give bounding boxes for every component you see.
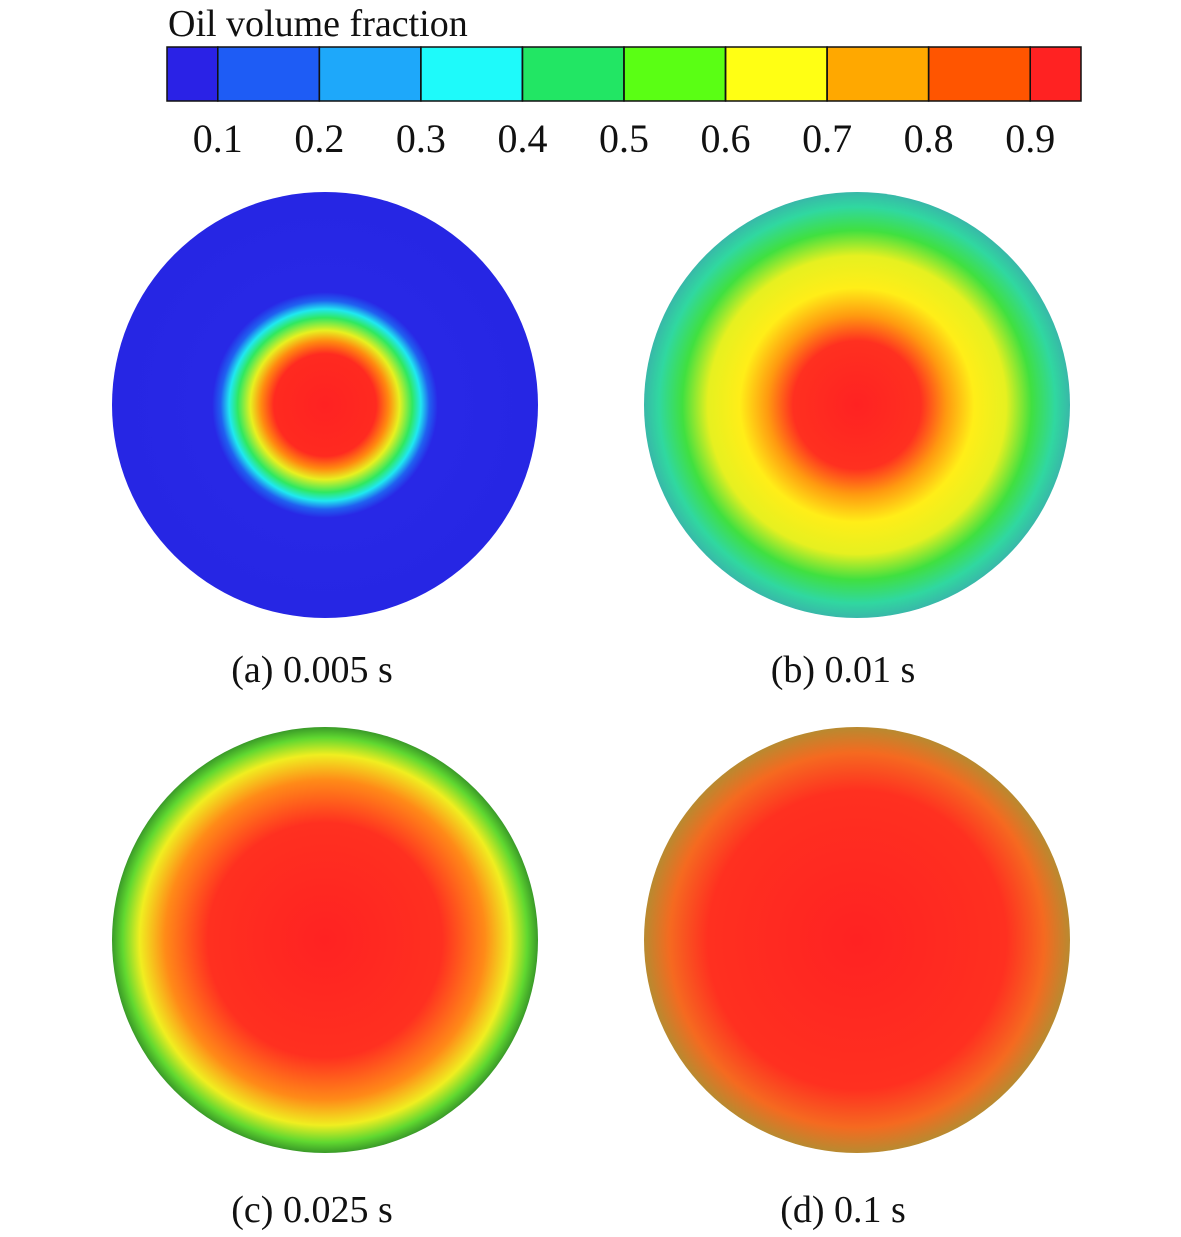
panel-label: (c) 0.025 s — [231, 1189, 392, 1231]
tick-label: 0.3 — [396, 116, 446, 161]
tick-label: 0.1 — [193, 116, 243, 161]
colorbar-segment — [1029, 46, 1082, 102]
tick-label: 0.6 — [701, 116, 751, 161]
colorbar-segment — [420, 46, 524, 102]
colorbar-segment — [166, 46, 219, 102]
panel-label: (d) 0.1 s — [780, 1189, 906, 1231]
colorbar-segment — [826, 46, 930, 102]
colorbar-segment — [217, 46, 321, 102]
tick-label: 0.5 — [599, 116, 649, 161]
tick-label: 0.4 — [497, 116, 547, 161]
colorbar: 0.1 0.2 0.3 0.4 0.5 0.6 0.7 0.8 0.9 — [166, 46, 1082, 161]
contour-plot — [112, 727, 538, 1153]
contour-plot — [112, 192, 538, 618]
tick-label: 0.8 — [904, 116, 954, 161]
tick-label: 0.7 — [802, 116, 852, 161]
contour-plot — [644, 192, 1070, 618]
colorbar-segment — [318, 46, 422, 102]
colorbar-segment — [724, 46, 828, 102]
colorbar-segment — [623, 46, 727, 102]
colorbar-segment — [521, 46, 625, 102]
contour-plot — [644, 727, 1070, 1153]
panel-label: (a) 0.005 s — [231, 649, 392, 691]
colorbar-segment — [927, 46, 1031, 102]
tick-label: 0.2 — [294, 116, 344, 161]
colorbar-title: Oil volume fraction — [168, 3, 468, 45]
tick-label: 0.9 — [1005, 116, 1055, 161]
panel-label: (b) 0.01 s — [771, 649, 916, 691]
